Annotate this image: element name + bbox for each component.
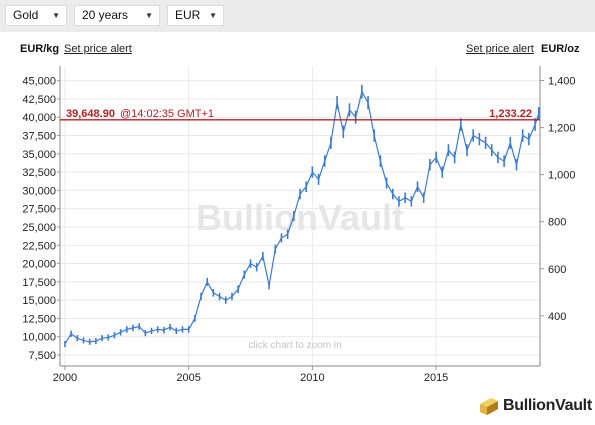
chevron-down-icon: ▼ <box>145 11 153 20</box>
y-left-tick-label: 45,000 <box>22 76 56 88</box>
grid-lines <box>60 66 540 366</box>
x-tick-label: 2005 <box>176 372 200 384</box>
y-left-tick-label: 10,000 <box>22 332 56 344</box>
current-price-left-label: 39,648.90 @14:02:35 GMT+1 <box>66 108 214 120</box>
y-left-tick-label: 35,000 <box>22 149 56 161</box>
current-price-time: @14:02:35 GMT+1 <box>120 108 214 120</box>
x-tick-label: 2010 <box>300 372 324 384</box>
y-left-tick-label: 22,500 <box>22 240 56 252</box>
y-right-tick-label: 600 <box>548 264 566 276</box>
y-left-tick-label: 40,000 <box>22 112 56 124</box>
left-unit-label: EUR/kg <box>20 43 60 55</box>
currency-select[interactable]: EUR ▼ <box>167 5 224 26</box>
y-left-tick-label: 32,500 <box>22 167 56 179</box>
y-left-tick-label: 17,500 <box>22 277 56 289</box>
brand-name: BullionVault <box>503 397 592 414</box>
y-left-tick-label: 42,500 <box>22 94 56 106</box>
right-unit-label: EUR/oz <box>541 43 580 55</box>
current-price-right-value: 1,233.22 <box>489 108 532 120</box>
metal-select-value: Gold <box>13 8 39 22</box>
chevron-down-icon: ▼ <box>52 11 60 20</box>
y-left-tick-label: 27,500 <box>22 204 56 216</box>
y-left-tick-label: 25,000 <box>22 222 56 234</box>
y-left-tick-label: 7,500 <box>28 350 56 362</box>
x-tick-label: 2000 <box>53 372 77 384</box>
period-select-value: 20 years <box>82 8 129 22</box>
price-series-line <box>64 90 540 345</box>
y-left-tick-label: 30,000 <box>22 185 56 197</box>
metal-select[interactable]: Gold ▼ <box>5 5 67 26</box>
y-right-tick-label: 800 <box>548 217 566 229</box>
chevron-down-icon: ▼ <box>209 11 217 20</box>
zoom-hint: click chart to zoom in <box>248 340 341 351</box>
left-axis-ticks: 7,500 10,000 12,500 15,000 17,500 20,000 22,50… <box>22 76 60 362</box>
chart-controls-bar: Gold ▼ 20 years ▼ EUR ▼ <box>0 0 595 32</box>
currency-select-value: EUR <box>175 8 201 22</box>
y-left-tick-label: 20,000 <box>22 259 56 271</box>
right-axis-ticks: 400 600 800 1,000 1,200 1,400 <box>540 76 576 323</box>
x-axis-ticks: 2000 2005 2010 2015 <box>53 366 448 384</box>
y-right-tick-label: 1,000 <box>548 170 576 182</box>
plot-area[interactable] <box>60 66 540 366</box>
y-left-tick-label: 15,000 <box>22 295 56 307</box>
y-right-tick-label: 1,400 <box>548 76 576 88</box>
y-left-tick-label: 37,500 <box>22 131 56 143</box>
y-right-tick-label: 1,200 <box>548 123 576 135</box>
gold-bar-icon <box>480 398 498 415</box>
y-right-tick-label: 400 <box>548 311 566 323</box>
current-price-left-value: 39,648.90 <box>66 108 115 120</box>
watermark: BullionVault <box>196 197 404 238</box>
set-price-alert-left-link[interactable]: Set price alert <box>64 43 132 55</box>
y-left-tick-label: 12,500 <box>22 313 56 325</box>
period-select[interactable]: 20 years ▼ <box>74 5 160 26</box>
price-series <box>64 84 540 348</box>
set-price-alert-right-link[interactable]: Set price alert <box>466 43 534 55</box>
x-tick-label: 2015 <box>424 372 448 384</box>
